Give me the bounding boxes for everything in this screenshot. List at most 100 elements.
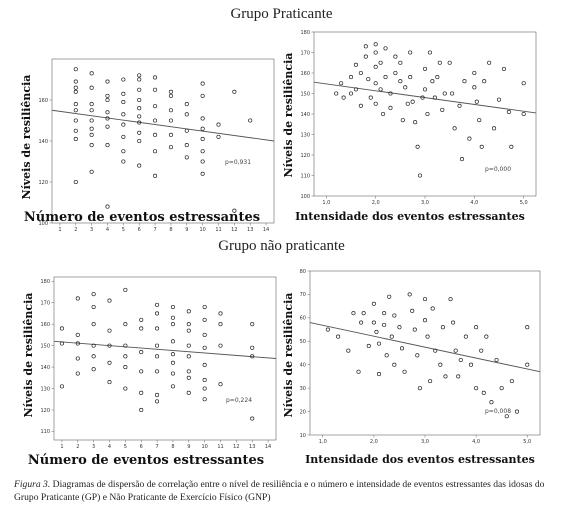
data-point: [89, 126, 94, 131]
data-point: [123, 354, 128, 359]
data-point: [91, 292, 96, 297]
data-point: [89, 85, 94, 90]
data-point: [415, 144, 420, 149]
data-point: [91, 304, 96, 310]
data-point: [89, 102, 94, 107]
data-point: [218, 343, 223, 348]
y-tick-label: 160: [40, 322, 50, 328]
data-point: [474, 325, 479, 330]
data-point: [459, 157, 465, 162]
data-point: [105, 79, 110, 84]
data-point: [186, 390, 191, 395]
data-point: [200, 149, 205, 154]
data-point: [202, 362, 207, 367]
y-tick-label: 110: [300, 173, 310, 179]
data-point: [336, 334, 341, 339]
data-point: [153, 104, 158, 109]
y-tick-label: 170: [300, 50, 310, 56]
data-point: [403, 85, 408, 90]
x-tick-label: 7: [155, 444, 158, 450]
data-point: [153, 149, 158, 154]
data-point: [139, 407, 144, 413]
data-point: [89, 118, 94, 123]
data-point: [525, 362, 530, 367]
y-tick-label: 60: [300, 316, 306, 322]
data-point: [107, 343, 112, 348]
data-point: [153, 118, 158, 123]
data-point: [525, 325, 530, 330]
data-point: [59, 341, 64, 346]
data-point: [339, 81, 344, 86]
data-point: [139, 390, 144, 395]
data-point: [107, 328, 112, 333]
data-point: [107, 380, 112, 385]
data-point: [89, 132, 94, 137]
y-tick-label: 150: [40, 343, 50, 349]
plot-frame: [309, 270, 541, 436]
data-point: [121, 159, 126, 164]
data-point: [73, 179, 78, 185]
data-point: [121, 77, 126, 82]
data-point: [139, 350, 144, 355]
data-point: [356, 369, 361, 374]
plot-frame: [313, 31, 537, 197]
y-tick-label: 120: [300, 153, 310, 159]
data-point: [73, 102, 78, 107]
data-point: [398, 79, 403, 84]
data-point: [450, 91, 455, 96]
x-tick-label: 14: [263, 227, 269, 233]
data-point: [91, 354, 96, 359]
data-point: [186, 343, 191, 348]
x-tick-label: 10: [199, 227, 205, 233]
data-point: [105, 97, 110, 103]
y-tick-label: 180: [300, 30, 310, 36]
data-point: [410, 308, 415, 313]
data-point: [353, 87, 358, 92]
data-point: [250, 354, 255, 359]
data-point: [435, 75, 440, 80]
data-point: [353, 62, 358, 67]
data-point: [73, 136, 78, 142]
data-point: [458, 357, 463, 363]
data-point: [418, 173, 423, 178]
data-point: [361, 311, 366, 316]
x-tick-label: 13: [249, 444, 255, 450]
data-point: [402, 369, 407, 374]
y-tick-label: 150: [300, 91, 310, 97]
data-point: [358, 103, 363, 108]
data-point: [91, 343, 96, 348]
data-point: [170, 322, 175, 327]
data-point: [75, 341, 80, 346]
data-point: [346, 348, 351, 353]
x-tick-label: 14: [265, 444, 271, 450]
data-point: [430, 79, 435, 84]
x-tick-label: 3,0: [421, 439, 429, 445]
data-point: [137, 163, 142, 168]
data-point: [216, 122, 221, 127]
data-point: [442, 91, 447, 96]
data-point: [384, 353, 389, 358]
data-point: [105, 116, 110, 121]
data-point: [123, 343, 128, 348]
data-point: [376, 372, 382, 377]
y-tick-label: 40: [300, 363, 306, 369]
y-tick-label: 130: [40, 386, 50, 392]
x-tick-label: 6: [138, 227, 141, 233]
data-point: [200, 126, 205, 131]
data-point: [492, 126, 497, 131]
data-point: [59, 384, 64, 389]
x-tick-label: 11: [217, 444, 223, 450]
data-point: [202, 304, 207, 310]
data-point: [462, 79, 467, 84]
x-tick-label: 8: [169, 227, 172, 233]
data-point: [368, 95, 373, 100]
data-point: [479, 348, 484, 353]
data-point: [405, 101, 410, 106]
data-point: [408, 75, 413, 80]
data-point: [363, 44, 368, 49]
data-point: [509, 379, 514, 384]
data-point: [170, 315, 175, 320]
data-point: [248, 118, 253, 123]
p-value-annotation: p=0,008: [485, 408, 511, 415]
